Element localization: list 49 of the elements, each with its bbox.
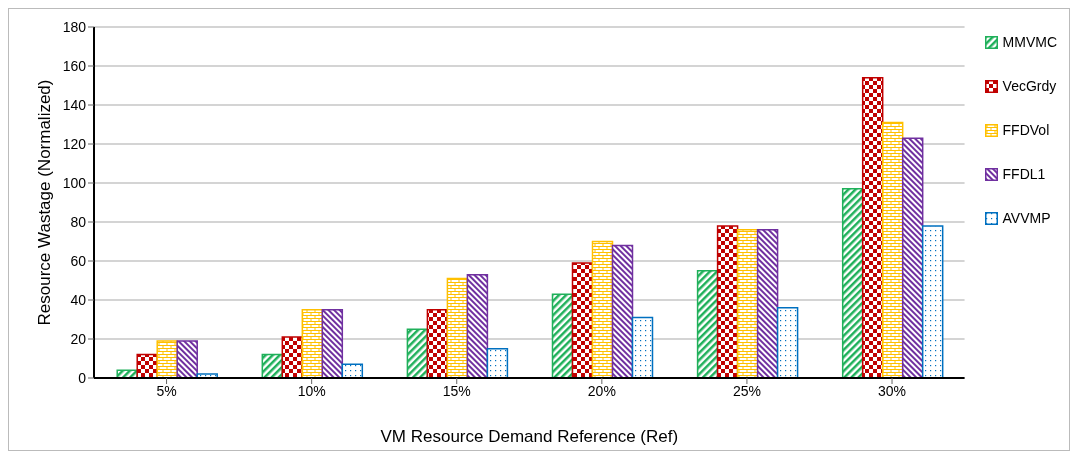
bar (591, 240, 614, 378)
y-tick-label: 60 (70, 252, 87, 269)
bar (861, 76, 884, 378)
y-tick-label: 100 (62, 174, 87, 191)
bar (776, 307, 799, 378)
bar (176, 340, 198, 378)
bar (611, 244, 634, 378)
legend-label: FFDL1 (1002, 165, 1046, 184)
bar (631, 316, 654, 378)
bar (446, 277, 469, 378)
y-tick-label: 20 (70, 330, 87, 347)
bar (466, 273, 489, 378)
x-tick-label: 25% (732, 382, 761, 399)
bar (716, 225, 739, 378)
bar (156, 340, 178, 378)
legend-label: MMVMC (1002, 33, 1057, 52)
bar (756, 229, 779, 378)
y-tick-label: 140 (62, 96, 87, 113)
bar (301, 309, 324, 378)
legend-label: FFDVol (1002, 121, 1050, 140)
x-tick-label: 20% (587, 382, 616, 399)
x-tick-label: 5% (156, 382, 177, 399)
legend-label: VecGrdy (1002, 77, 1057, 96)
bar (696, 270, 719, 378)
bar (406, 328, 429, 378)
bar (486, 348, 509, 378)
y-tick-label: 0 (78, 369, 87, 386)
x-axis-title: VM Resource Demand Reference (Ref) (380, 427, 679, 446)
x-tick-label: 15% (442, 382, 471, 399)
y-tick-label: 180 (62, 18, 87, 35)
x-tick-label: 10% (297, 382, 326, 399)
x-tick-label: 30% (878, 382, 907, 399)
bar (551, 293, 574, 378)
bar (281, 336, 304, 378)
bar (921, 225, 944, 378)
bar (571, 262, 594, 378)
y-axis-title: Resource Wastage (Normalized) (35, 79, 55, 326)
y-tick-label: 40 (70, 291, 87, 308)
bar (426, 309, 449, 378)
bar (881, 121, 904, 378)
bar (321, 309, 344, 378)
bar (901, 137, 924, 378)
legend-label: AVVMP (1002, 209, 1051, 228)
y-tick-label: 160 (62, 57, 87, 74)
bar (736, 229, 759, 378)
bar (841, 188, 864, 378)
y-tick-label: 80 (70, 213, 87, 230)
bar (196, 373, 218, 378)
y-tick-label: 120 (62, 135, 87, 152)
